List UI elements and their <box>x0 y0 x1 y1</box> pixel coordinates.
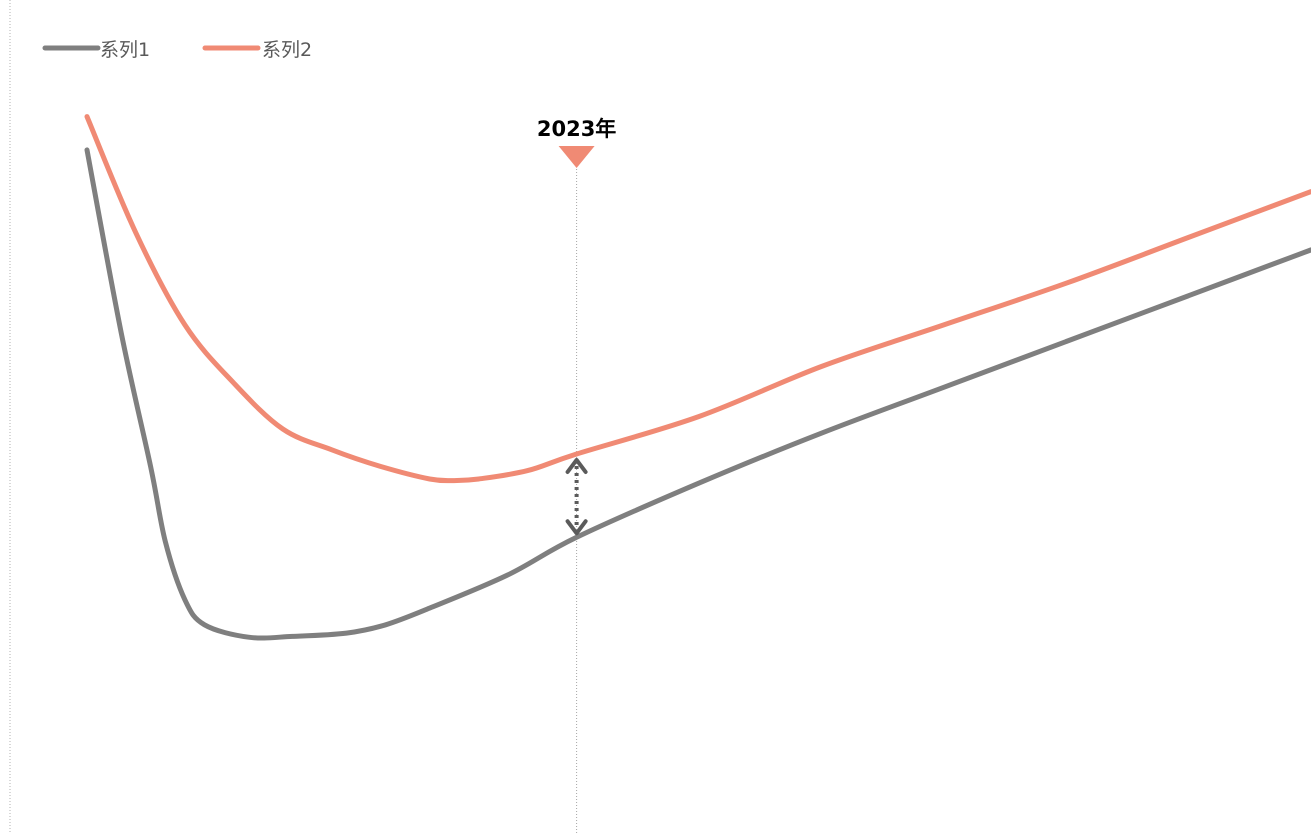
legend: 系列1 系列2 <box>42 39 312 61</box>
gap-double-arrow <box>565 457 588 536</box>
series-line-2 <box>84 114 1311 484</box>
legend-label-series-2: 系列2 <box>262 39 312 61</box>
annotation-label: 2023年 <box>537 117 616 141</box>
gap-arrow-head-top <box>565 457 588 474</box>
legend-label-series-1: 系列1 <box>100 39 150 61</box>
annotation-marker-triangle <box>558 146 595 168</box>
gap-arrow-head-bottom <box>565 519 588 536</box>
series-line-1 <box>84 147 1311 641</box>
